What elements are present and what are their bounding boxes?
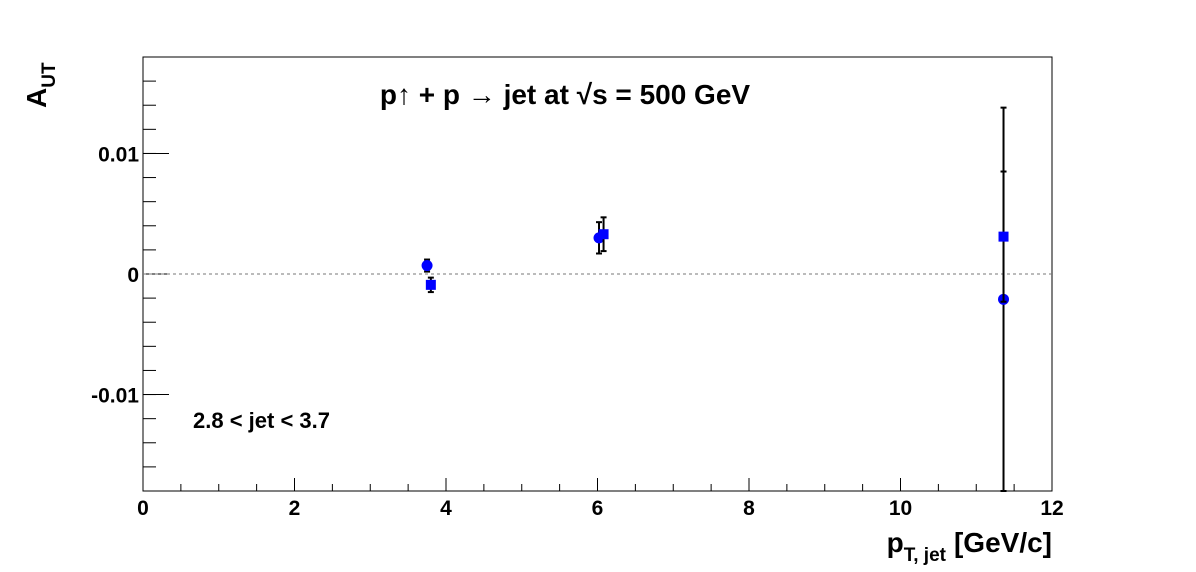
x-tick-label: 10 <box>889 497 912 520</box>
y-axis-label: AUT <box>21 62 60 108</box>
x-axis-label: pT, jet [GeV/c] <box>887 527 1052 566</box>
y-label-sub: UT <box>39 62 60 88</box>
annotation: 2.8 < jet < 3.7 <box>193 408 330 433</box>
y-tick-label: 0 <box>127 264 139 287</box>
point <box>425 279 436 290</box>
y-tick-label: 0.01 <box>98 143 139 166</box>
x-label-unit: [GeV/c] <box>954 527 1052 558</box>
x-tick-label: 6 <box>592 497 604 520</box>
x-tick-label: 2 <box>289 497 301 520</box>
x-tick-label: 8 <box>743 497 755 520</box>
x-label-main: p <box>887 527 904 558</box>
chart-title: p↑ + p → jet at √s = 500 GeV <box>380 79 751 110</box>
x-label-sub: T, jet <box>904 545 947 566</box>
point <box>998 231 1009 242</box>
y-label-main: A <box>21 88 52 108</box>
x-tick-label: 12 <box>1040 497 1063 520</box>
x-tick-label: 4 <box>440 497 452 520</box>
point <box>421 260 433 272</box>
point <box>598 229 609 240</box>
x-tick-label: 0 <box>137 497 149 520</box>
y-tick-label: -0.01 <box>91 385 139 408</box>
